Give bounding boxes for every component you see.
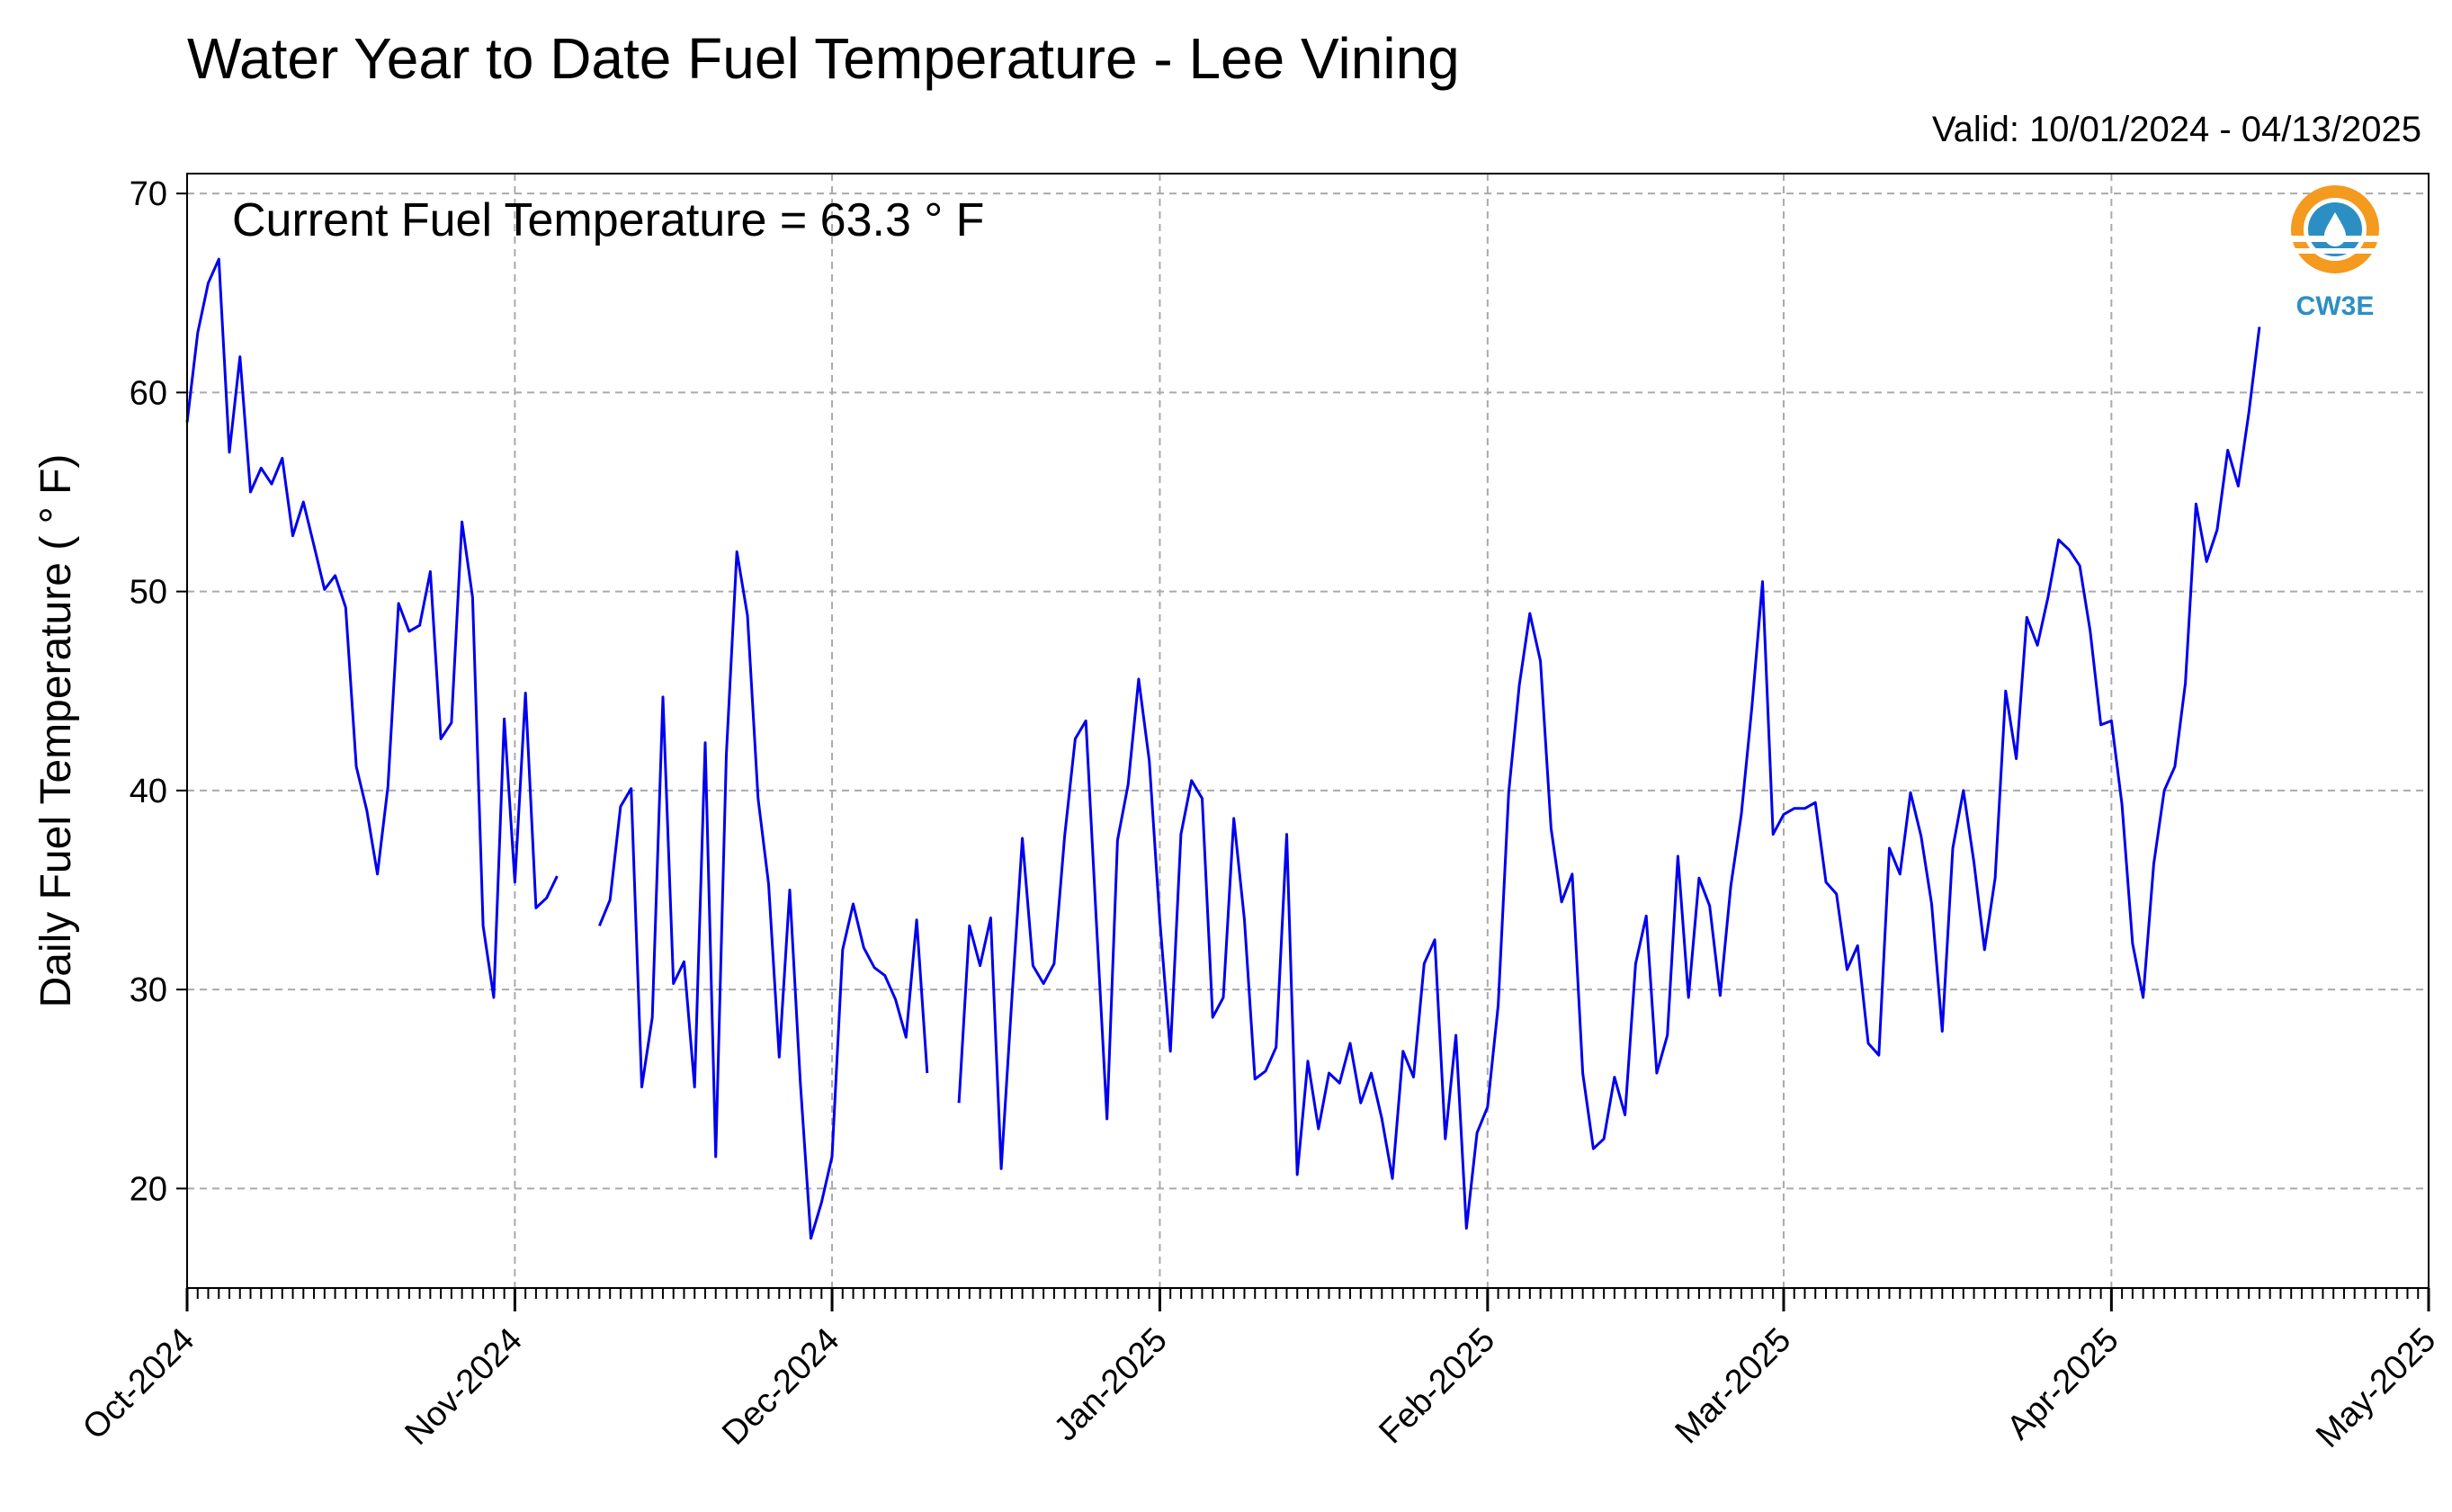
x-tick-label: Nov-2024 xyxy=(398,1321,530,1453)
y-tick-label: 40 xyxy=(130,773,167,810)
logo-wave xyxy=(2290,248,2380,254)
logo-label: CW3E xyxy=(2296,291,2375,321)
y-tick-label: 60 xyxy=(130,374,167,412)
valid-date-range: Valid: 10/01/2024 - 04/13/2025 xyxy=(1931,110,2421,149)
x-tick-label: Dec-2024 xyxy=(715,1321,846,1453)
x-tick-label: Apr-2025 xyxy=(2000,1321,2125,1447)
x-tick-label: Feb-2025 xyxy=(1372,1321,1502,1452)
y-tick-label: 50 xyxy=(130,574,167,612)
x-tick-label: Mar-2025 xyxy=(1669,1321,1799,1452)
y-axis-ticks: 20 30 40 50 60 70 xyxy=(130,175,187,1208)
fuel-temperature-line xyxy=(185,257,2261,1240)
chart-title: Water Year to Date Fuel Temperature - Le… xyxy=(187,26,1460,91)
y-tick-label: 20 xyxy=(130,1170,167,1208)
y-tick-label: 30 xyxy=(130,971,167,1009)
x-tick-label: May-2025 xyxy=(2309,1321,2443,1455)
cw3e-logo: CW3E xyxy=(2290,185,2380,321)
x-tick-label: Oct-2024 xyxy=(76,1321,201,1447)
y-tick-label: 70 xyxy=(130,175,167,213)
water-drop-icon xyxy=(2324,212,2346,246)
x-tick-label: Jan-2025 xyxy=(1047,1321,1175,1449)
current-fuel-temperature-annotation: Current Fuel Temperature = 63.3 ° F xyxy=(232,194,984,246)
horizontal-gridlines xyxy=(187,192,2429,1190)
y-axis-label: Daily Fuel Temperature ( ° F) xyxy=(32,454,80,1008)
x-axis-ticks: Oct-2024 Nov-2024 Dec-2024 Jan-2025 Feb-2025… xyxy=(76,1288,2443,1455)
logo-orange-ring xyxy=(2291,185,2379,273)
